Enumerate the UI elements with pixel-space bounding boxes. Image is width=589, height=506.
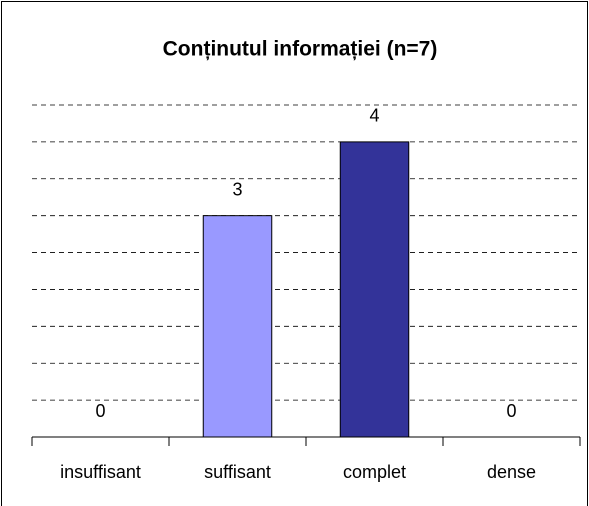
bar [202, 215, 273, 438]
value-label: 0 [506, 401, 516, 421]
bar [339, 141, 410, 438]
x-tick-label: suffisant [204, 462, 271, 482]
x-tick-label: dense [487, 462, 536, 482]
x-tick-label: complet [343, 462, 406, 482]
value-label: 3 [232, 179, 242, 199]
chart-title: Conținutul informației (n=7) [163, 38, 438, 61]
x-tick-label: insuffisant [60, 462, 141, 482]
value-label: 0 [95, 401, 105, 421]
value-label: 4 [369, 106, 379, 126]
